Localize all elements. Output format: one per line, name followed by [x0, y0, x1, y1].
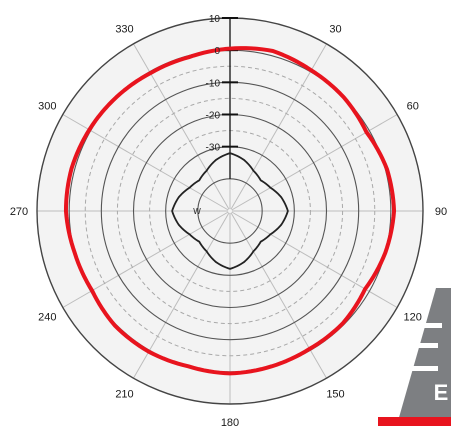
angle-tick-label: 150: [326, 389, 344, 401]
angle-tick-label: 90: [435, 206, 447, 218]
radial-tick-label: -10: [206, 78, 221, 89]
plot-background: [37, 18, 423, 404]
angle-tick-label: 300: [38, 101, 56, 113]
watermark-bar: [412, 366, 438, 371]
watermark-logo: E: [378, 288, 451, 426]
axis-labels: 330 30 300 60 270 90 240 120 210 150 180 10 0 -10 -20 -…: [10, 14, 447, 429]
dashed-ring: [116, 97, 344, 325]
radial-tick-label: -30: [206, 143, 221, 154]
series-layer: [63, 46, 397, 376]
radial-tick-label: 0: [214, 46, 220, 57]
angle-tick-label: 210: [115, 389, 133, 401]
angle-tick-label: 60: [407, 101, 419, 113]
radial-tick-label: 10: [209, 14, 221, 25]
angle-tick-label: 30: [329, 23, 341, 35]
watermark-stripe: [378, 417, 451, 426]
watermark-bar: [420, 323, 442, 328]
angle-tick-label: 240: [38, 312, 56, 324]
angle-tick-label: 120: [404, 312, 422, 324]
plot-area: [37, 18, 423, 404]
angle-tick-label: 330: [115, 23, 133, 35]
radial-tick-label: -20: [206, 111, 221, 122]
watermark-text: E: [434, 380, 449, 405]
series-line-red: [63, 46, 397, 376]
watermark-bar: [416, 343, 438, 348]
angle-tick-label: 180: [221, 417, 239, 429]
series-line-black: [171, 152, 289, 270]
angle-tick-label: 270: [10, 206, 28, 218]
center-label: W: [193, 207, 201, 216]
watermark-shape: [398, 288, 451, 421]
